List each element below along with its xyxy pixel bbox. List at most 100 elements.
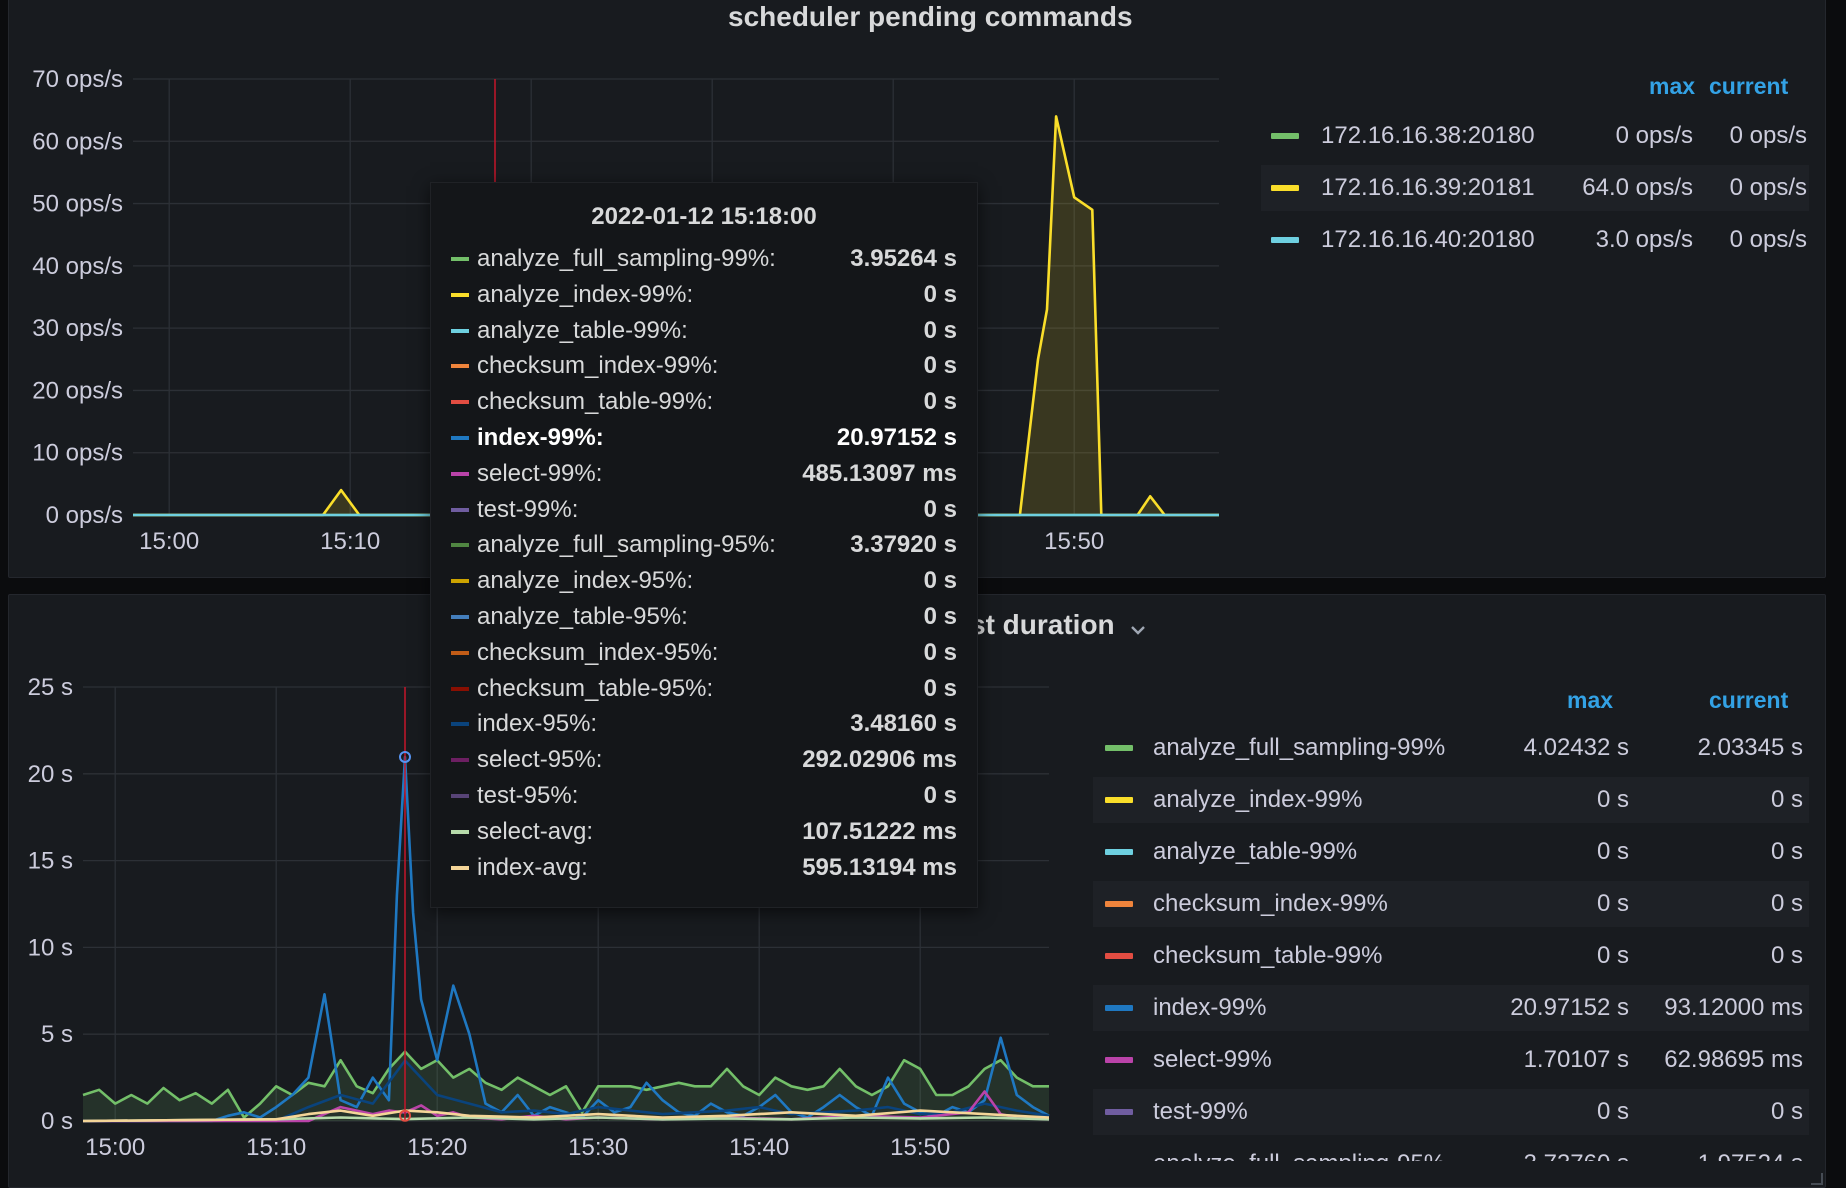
legend-current-header[interactable]: current xyxy=(1709,687,1789,713)
legend-current-value: 0 s xyxy=(1770,890,1803,917)
legend-color-swatch xyxy=(1271,185,1299,191)
tooltip-row: test-95%: 0 s xyxy=(451,778,957,814)
legend-series-name[interactable]: test-99% xyxy=(1153,1098,1248,1125)
legend-series-name[interactable]: analyze_full_sampling-99% xyxy=(1153,734,1446,761)
legend-max-value: 64.0 ops/s xyxy=(1582,174,1693,201)
tooltip-row: analyze_table-95%: 0 s xyxy=(451,599,957,635)
legend-current-value: 0 s xyxy=(1770,942,1803,969)
legend-color-swatch xyxy=(1105,1057,1133,1063)
tooltip-row: analyze_full_sampling-95%: 3.37920 s xyxy=(451,527,957,563)
legend-series-name[interactable]: analyze_full_sampling-95% xyxy=(1153,1150,1445,1161)
y-tick-label: 70 ops/s xyxy=(32,66,123,93)
legend-row[interactable]: 172.16.16.40:20180 3.0 ops/s 0 ops/s xyxy=(1261,217,1809,263)
legend-row[interactable]: checksum_index-99% 0 s 0 s xyxy=(1093,881,1809,927)
tooltip-row: index-99%: 20.97152 s xyxy=(451,420,957,456)
legend-row[interactable]: index-99% 20.97152 s 93.12000 ms xyxy=(1093,985,1809,1031)
legend-series-name[interactable]: 172.16.16.38:20180 xyxy=(1321,122,1535,149)
legend-series-name[interactable]: analyze_index-99% xyxy=(1153,786,1363,813)
tooltip-color-swatch xyxy=(451,436,469,440)
legend-max-value: 4.02432 s xyxy=(1523,734,1629,761)
legend-row[interactable]: analyze_full_sampling-95% 3.73760 s 1.9752… xyxy=(1093,1141,1809,1161)
tooltip-color-swatch xyxy=(451,579,469,584)
tooltip-color-swatch xyxy=(451,650,469,655)
series-line[interactable] xyxy=(82,1116,1050,1123)
series-line[interactable] xyxy=(133,115,1219,517)
legend-row[interactable]: analyze_table-99% 0 s 0 s xyxy=(1093,829,1809,875)
legend-max-header[interactable]: max xyxy=(1567,687,1614,713)
legend-row[interactable]: 172.16.16.39:20181 64.0 ops/s 0 ops/s xyxy=(1261,165,1809,211)
series-line[interactable] xyxy=(83,755,1050,1123)
legend-color-swatch xyxy=(1105,901,1133,907)
panel-request-duration: st duration 0 s 5 s 10 s 15 s 20 s 25 s 15:00 1… xyxy=(8,594,1826,1188)
legend-max-value: 3.0 ops/s xyxy=(1595,226,1693,253)
legend-duration: max current analyze_full_sampling-99% 4.0… xyxy=(1093,683,1809,1161)
series-line[interactable] xyxy=(82,1109,1050,1123)
legend-row[interactable]: select-99% 1.70107 s 62.98695 ms xyxy=(1093,1037,1809,1083)
chart-tooltip: 2022-01-12 15:18:00 analyze_full_samplin… xyxy=(430,182,978,908)
tooltip-series-name: analyze_full_sampling-95%: xyxy=(477,531,776,559)
tooltip-series-name: test-95%: xyxy=(477,782,579,809)
x-tick-label: 15:20 xyxy=(407,1134,467,1161)
legend-max-value: 0 s xyxy=(1596,786,1629,813)
legend-series-name[interactable]: checksum_index-99% xyxy=(1153,890,1388,917)
series-line[interactable] xyxy=(82,1050,1049,1119)
legend-max-value: 0 ops/s xyxy=(1615,122,1693,149)
legend-max-header[interactable]: max xyxy=(1649,73,1696,99)
tooltip-color-swatch xyxy=(451,615,469,619)
legend-current-header[interactable]: current xyxy=(1709,73,1789,99)
tooltip-color-swatch xyxy=(451,686,469,691)
tooltip-color-swatch xyxy=(451,257,469,261)
series-line[interactable] xyxy=(83,1059,1050,1123)
legend-max-value: 0 s xyxy=(1596,942,1629,969)
tooltip-color-swatch xyxy=(451,829,469,834)
legend-current-value: 0 ops/s xyxy=(1729,226,1807,253)
chevron-down-icon[interactable] xyxy=(1130,611,1146,643)
panel-title[interactable]: scheduler pending commands xyxy=(728,1,1133,32)
tooltip-series-name: index-95%: xyxy=(477,710,598,738)
tooltip-series-name: index-avg: xyxy=(477,853,588,881)
tooltip-series-name: checksum_table-99%: xyxy=(477,388,714,416)
tooltip-row: checksum_index-95%: 0 s xyxy=(451,635,957,671)
legend-current-value: 62.98695 ms xyxy=(1664,1046,1803,1073)
tooltip-row: checksum_table-99%: 0 s xyxy=(451,384,957,420)
tooltip-series-value: 107.51222 ms xyxy=(802,817,957,845)
legend-row[interactable]: checksum_table-99% 0 s 0 s xyxy=(1093,933,1809,979)
tooltip-series-value: 20.97152 s xyxy=(836,424,957,451)
hover-point-marker xyxy=(399,750,411,763)
legend-current-value: 0 s xyxy=(1770,1098,1803,1125)
legend-series-name[interactable]: 172.16.16.40:20180 xyxy=(1321,226,1535,253)
legend-series-name[interactable]: select-99% xyxy=(1153,1046,1272,1073)
legend-color-swatch xyxy=(1105,797,1133,803)
legend-series-name[interactable]: index-99% xyxy=(1153,994,1267,1021)
tooltip-series-name: analyze_table-99%: xyxy=(477,316,688,344)
y-tick-label: 15 s xyxy=(28,848,73,875)
legend-color-swatch xyxy=(1105,1005,1133,1011)
legend-row[interactable]: analyze_full_sampling-99% 4.02432 s 2.0334… xyxy=(1093,725,1809,771)
tooltip-series-name: analyze_full_sampling-99%: xyxy=(477,245,776,272)
y-tick-label: 25 s xyxy=(28,674,73,701)
legend-row[interactable]: 172.16.16.38:20180 0 ops/s 0 ops/s xyxy=(1261,113,1809,159)
legend-series-name[interactable]: analyze_table-99% xyxy=(1153,838,1358,865)
x-tick-label: 15:00 xyxy=(139,528,199,555)
legend-scheduler: max current 172.16.16.38:20180 0 ops/s 0 o… xyxy=(1261,69,1809,253)
panel-title[interactable]: st duration xyxy=(970,609,1146,643)
tooltip-series-value: 0 s xyxy=(923,388,957,416)
legend-current-value: 2.03345 s xyxy=(1697,734,1803,761)
legend-series-name[interactable]: checksum_table-99% xyxy=(1153,942,1383,969)
chart-scheduler-pending-commands[interactable]: 0 ops/s 10 ops/s 20 ops/s 30 ops/s 40 ops/s 5… xyxy=(9,0,1239,577)
legend-series-name[interactable]: 172.16.16.39:20181 xyxy=(1321,174,1535,201)
legend-row[interactable]: analyze_index-99% 0 s 0 s xyxy=(1093,777,1809,823)
tooltip-series-value: 0 s xyxy=(923,352,957,380)
resize-handle-icon[interactable] xyxy=(1811,1173,1823,1185)
tooltip-color-swatch xyxy=(451,507,469,512)
legend-color-swatch xyxy=(1105,1109,1133,1115)
tooltip-series-value: 0 s xyxy=(923,782,957,809)
tooltip-series-name: select-avg: xyxy=(477,817,594,845)
tooltip-row: select-avg: 107.51222 ms xyxy=(451,814,957,850)
legend-color-swatch xyxy=(1105,745,1133,751)
y-tick-label: 50 ops/s xyxy=(32,191,123,218)
legend-row[interactable]: test-99% 0 s 0 s xyxy=(1093,1089,1809,1135)
legend-max-value: 0 s xyxy=(1596,838,1629,865)
legend-color-swatch xyxy=(1271,237,1299,243)
tooltip-color-swatch xyxy=(451,400,469,405)
